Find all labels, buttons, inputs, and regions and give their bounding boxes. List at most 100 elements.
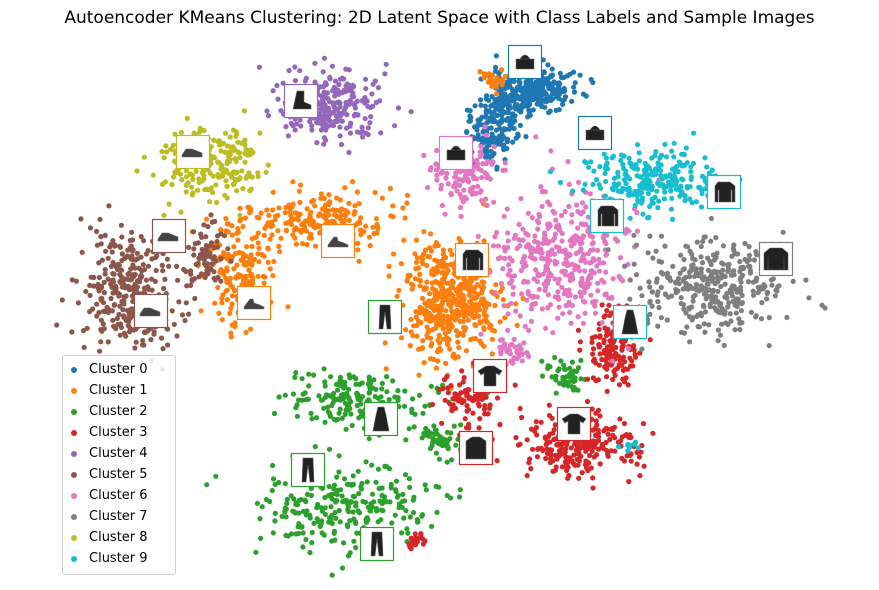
point-cluster-8: [191, 130, 197, 136]
point-cluster-1: [409, 286, 415, 292]
point-cluster-9: [709, 167, 715, 173]
point-cluster-7: [739, 292, 745, 298]
point-cluster-1: [479, 279, 485, 285]
point-cluster-5: [218, 256, 224, 262]
point-cluster-2: [318, 505, 324, 511]
point-cluster-2: [336, 507, 342, 514]
point-cluster-7: [711, 268, 718, 274]
point-cluster-9: [645, 178, 651, 184]
point-cluster-0: [500, 92, 506, 98]
point-cluster-0: [545, 62, 551, 68]
point-cluster-2: [329, 402, 335, 409]
point-cluster-7: [707, 258, 713, 264]
legend-marker: [71, 408, 77, 415]
point-cluster-3: [641, 463, 647, 469]
point-cluster-1: [387, 185, 393, 192]
point-cluster-2: [375, 466, 382, 472]
point-cluster-7: [764, 296, 770, 302]
point-cluster-3: [605, 431, 611, 437]
point-cluster-9: [663, 174, 669, 180]
point-cluster-6: [457, 191, 463, 197]
legend-item: Cluster 1: [71, 381, 148, 401]
point-cluster-7: [761, 282, 767, 288]
point-cluster-8: [218, 148, 224, 154]
point-cluster-4: [344, 112, 350, 118]
point-cluster-6: [448, 190, 454, 197]
point-cluster-2: [552, 354, 558, 361]
pullover-icon: [462, 249, 484, 271]
point-cluster-0: [489, 93, 495, 100]
point-cluster-1: [436, 332, 442, 338]
point-cluster-6: [461, 187, 467, 193]
point-cluster-4: [298, 123, 304, 129]
point-cluster-8: [242, 150, 248, 156]
point-cluster-0: [511, 125, 517, 132]
point-cluster-1: [481, 343, 487, 349]
point-cluster-4: [321, 55, 328, 61]
point-cluster-6: [453, 170, 459, 176]
point-cluster-6: [542, 189, 549, 195]
point-cluster-7: [750, 292, 757, 298]
point-cluster-5: [201, 222, 207, 228]
point-cluster-5: [112, 243, 118, 249]
point-cluster-9: [611, 175, 618, 181]
point-cluster-4: [314, 140, 320, 146]
point-cluster-6: [532, 233, 538, 239]
point-cluster-3: [605, 451, 611, 457]
point-cluster-0: [549, 66, 555, 72]
point-cluster-2: [358, 486, 364, 492]
point-cluster-1: [326, 202, 332, 208]
legend-label: Cluster 4: [89, 446, 148, 461]
point-cluster-5: [101, 300, 107, 306]
point-cluster-5: [116, 311, 122, 318]
point-cluster-5: [202, 274, 208, 280]
point-cluster-3: [535, 446, 541, 452]
point-cluster-5: [78, 216, 84, 222]
point-cluster-9: [605, 166, 611, 172]
point-cluster-6: [522, 323, 528, 330]
point-cluster-2: [363, 516, 369, 523]
point-cluster-2: [258, 535, 264, 541]
point-cluster-3: [596, 434, 602, 440]
point-cluster-3: [604, 366, 610, 372]
point-cluster-2: [423, 425, 429, 432]
point-cluster-4: [323, 137, 329, 143]
point-cluster-2: [306, 383, 312, 389]
point-cluster-5: [140, 338, 146, 344]
point-cluster-1: [223, 288, 229, 294]
point-cluster-7: [708, 215, 715, 222]
point-cluster-1: [401, 237, 407, 243]
point-cluster-1: [351, 211, 357, 217]
point-cluster-2: [419, 511, 426, 518]
point-cluster-7: [747, 263, 753, 269]
point-cluster-0: [517, 122, 524, 128]
point-cluster-1: [449, 308, 455, 314]
point-cluster-0: [497, 119, 503, 125]
point-cluster-3: [494, 395, 501, 401]
point-cluster-3: [524, 473, 530, 479]
point-cluster-9: [641, 177, 647, 183]
point-cluster-8: [265, 162, 271, 168]
point-cluster-1: [442, 272, 448, 279]
point-cluster-2: [309, 416, 315, 422]
point-cluster-1: [238, 257, 244, 263]
point-cluster-3: [445, 390, 451, 396]
point-cluster-1: [358, 231, 364, 238]
point-cluster-5: [107, 244, 113, 250]
point-cluster-0: [569, 98, 575, 104]
point-cluster-9: [675, 169, 681, 175]
point-cluster-5: [192, 295, 198, 302]
legend-label: Cluster 7: [89, 509, 148, 524]
point-cluster-1: [290, 232, 296, 238]
point-cluster-6: [601, 232, 607, 238]
point-cluster-3: [599, 356, 605, 363]
point-cluster-2: [411, 494, 417, 500]
point-cluster-9: [634, 142, 641, 148]
point-cluster-6: [548, 148, 554, 154]
point-cluster-1: [249, 243, 255, 249]
point-cluster-1: [237, 218, 243, 224]
point-cluster-3: [486, 405, 493, 411]
point-cluster-5: [117, 332, 123, 338]
point-cluster-2: [302, 497, 308, 503]
point-cluster-5: [101, 279, 107, 285]
